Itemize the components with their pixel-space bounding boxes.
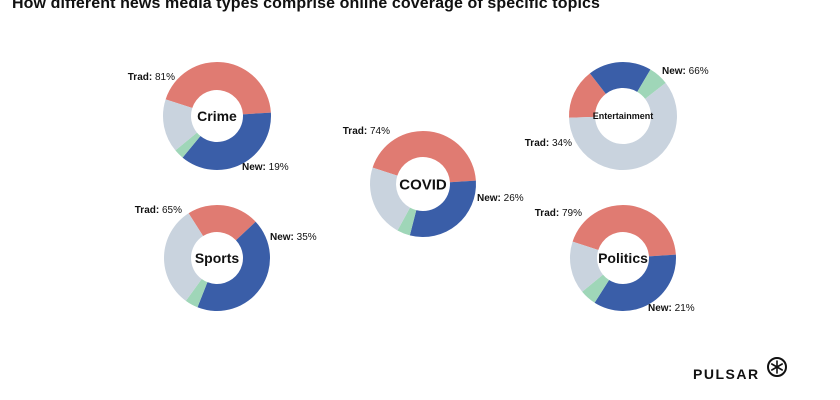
crime-new-gray-slice bbox=[162, 99, 197, 151]
entertainment-topic-label: Entertainment bbox=[593, 111, 654, 121]
sports-new-share-label: New: 35% bbox=[270, 232, 317, 243]
covid-topic-label: COVID bbox=[399, 176, 447, 193]
brand-logo-text: PULSAR bbox=[693, 366, 760, 382]
covid-trad-red-slice bbox=[372, 130, 476, 183]
sports-new-green-slice bbox=[185, 279, 208, 308]
sports-trad-blue-slice bbox=[197, 221, 270, 311]
sports-trad-red-slice bbox=[188, 205, 256, 241]
covid-new-share-label: New: 26% bbox=[477, 193, 524, 204]
entertainment-trad-red-slice bbox=[569, 73, 606, 118]
entertainment-new-gray-slice bbox=[569, 82, 677, 171]
crime-topic-label: Crime bbox=[197, 108, 237, 124]
donut-crime: Crime Trad: 81% New: 19% bbox=[128, 61, 289, 173]
entertainment-new-share-label: New: 66% bbox=[662, 66, 709, 77]
sports-topic-label: Sports bbox=[195, 250, 240, 266]
politics-new-gray-slice bbox=[569, 241, 603, 292]
entertainment-trad-blue-slice bbox=[589, 61, 651, 94]
donut-covid: COVID Trad: 74% New: 26% bbox=[343, 126, 524, 238]
politics-new-green-slice bbox=[582, 274, 610, 303]
sports-trad-share-label: Trad: 65% bbox=[135, 205, 182, 216]
politics-trad-red-slice bbox=[572, 204, 676, 257]
politics-new-share-label: New: 21% bbox=[648, 303, 695, 314]
covid-trad-share-label: Trad: 74% bbox=[343, 126, 390, 137]
entertainment-trad-share-label: Trad: 34% bbox=[525, 138, 572, 149]
politics-trad-share-label: Trad: 79% bbox=[535, 208, 582, 219]
donut-entertainment: Entertainment Trad: 34% New: 66% bbox=[525, 61, 709, 171]
covid-new-gray-slice bbox=[369, 167, 410, 231]
crime-trad-share-label: Trad: 81% bbox=[128, 72, 175, 83]
politics-topic-label: Politics bbox=[598, 250, 648, 266]
chart-title: How different news media types comprise … bbox=[12, 0, 601, 12]
crime-trad-red-slice bbox=[165, 61, 271, 115]
crime-new-share-label: New: 19% bbox=[242, 162, 289, 173]
pulsar-logo-icon bbox=[767, 357, 787, 377]
entertainment-new-green-slice bbox=[637, 69, 666, 99]
sports-new-gray-slice bbox=[164, 213, 204, 301]
crime-trad-blue-slice bbox=[182, 112, 271, 171]
politics-trad-blue-slice bbox=[594, 254, 676, 312]
covid-trad-blue-slice bbox=[409, 180, 476, 238]
donut-sports: Sports Trad: 65% New: 35% bbox=[135, 205, 317, 311]
crime-new-green-slice bbox=[175, 132, 201, 158]
donut-politics: Politics Trad: 79% New: 21% bbox=[535, 204, 695, 314]
covid-new-green-slice bbox=[397, 207, 417, 236]
